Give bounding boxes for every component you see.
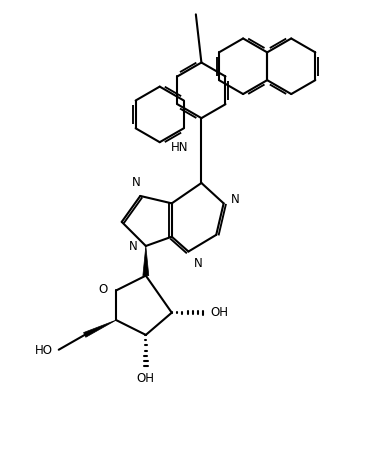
Polygon shape [143,246,149,275]
Text: N: N [129,240,138,253]
Text: O: O [99,283,108,296]
Text: N: N [194,257,203,270]
Text: HO: HO [35,344,53,357]
Text: HN: HN [171,141,189,154]
Text: N: N [231,193,240,206]
Polygon shape [83,320,116,337]
Text: OH: OH [137,372,155,385]
Text: N: N [132,176,140,189]
Text: OH: OH [210,306,228,319]
